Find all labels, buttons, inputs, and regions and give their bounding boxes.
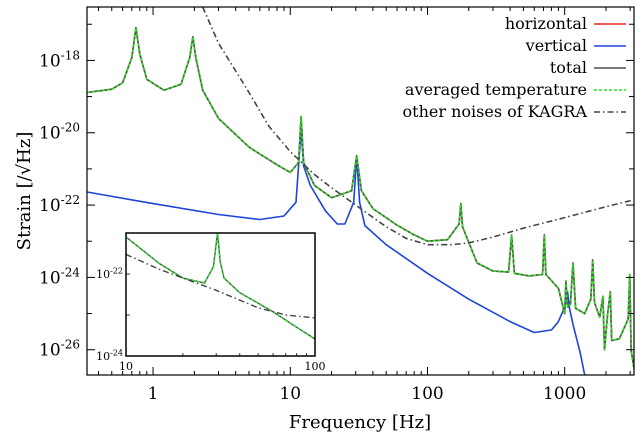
legend-label: horizontal	[505, 14, 587, 33]
y-tick-label-inset: 10-22	[96, 266, 123, 281]
y-tick-label: 10-22	[39, 193, 80, 216]
inset-frame	[125, 232, 316, 357]
y-axis-title: Strain [/√Hz]	[14, 132, 35, 251]
series-line-other-noises-of-kagra	[201, 7, 634, 246]
y-tick-label-inset: 10-24	[96, 348, 123, 363]
inset-background	[126, 233, 315, 356]
x-tick-label: 1	[148, 384, 159, 404]
legend-label: total	[550, 58, 587, 77]
y-tick-label: 10-26	[39, 338, 80, 361]
x-tick-label: 100	[411, 384, 443, 404]
series-line-other-noises-of-kagra	[126, 253, 315, 319]
legend: horizontal vertical total averaged temperat…	[403, 14, 626, 121]
legend-label: averaged temperature	[405, 80, 587, 99]
series-line-averaged-temperature	[126, 233, 315, 340]
inset-x-tick-label: 10	[119, 360, 133, 373]
y-tick-label: 10-24	[39, 265, 80, 288]
axes-layer: 1 10 100 1000 10-18 10-20 10-22 10-24 10-26 10 100…	[39, 6, 635, 404]
inset-x-tick-label: 100	[305, 360, 326, 373]
x-tick-label: 10	[279, 384, 301, 404]
inset-series-layer	[126, 233, 315, 340]
plot-frame	[86, 6, 635, 376]
x-axis-title: Frequency [Hz]	[289, 412, 431, 433]
x-tick-label: 1000	[543, 384, 586, 404]
main-series-layer	[87, 7, 634, 375]
series-line-averaged-temperature	[87, 27, 634, 369]
legend-label: vertical	[525, 36, 587, 55]
legend-label: other noises of KAGRA	[403, 102, 588, 121]
y-tick-label: 10-20	[39, 121, 80, 144]
y-tick-label: 10-18	[39, 48, 80, 71]
